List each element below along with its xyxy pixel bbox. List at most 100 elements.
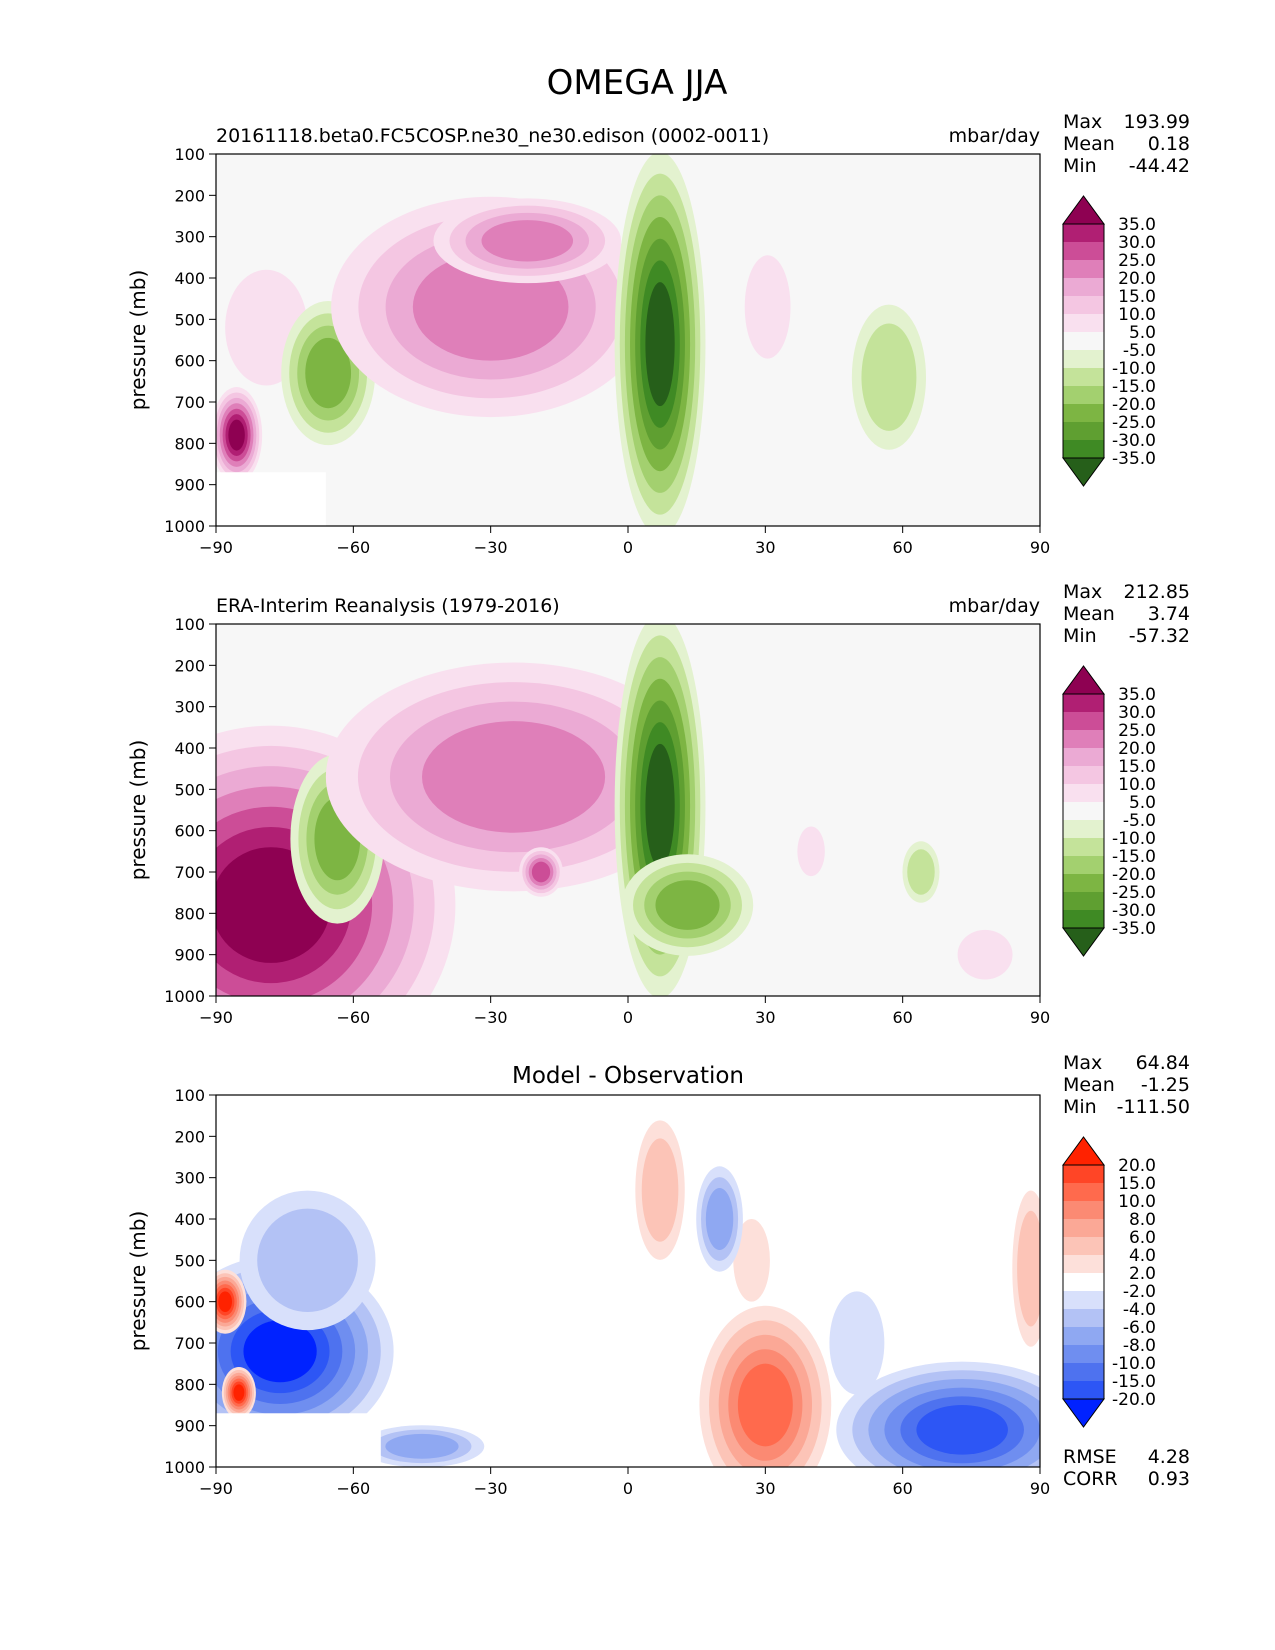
y-axis-label: pressure (mb) [126,1211,150,1352]
colorbar-segment [1063,1201,1104,1219]
colorbar-segment [1063,820,1104,838]
colorbar-tick-label: -8.0 [1123,1336,1156,1356]
colorbar-tick-label: -10.0 [1112,359,1156,379]
contour-band [645,743,675,868]
x-tick-label: 60 [892,1008,912,1027]
stat-name: Max [1063,581,1102,603]
colorbar-tick-label: 5.0 [1129,323,1156,343]
colorbar-tick-label: 10.0 [1118,305,1156,325]
colorbar-tick-label: 15.0 [1118,287,1156,307]
colorbar-tick-label: 20.0 [1118,269,1156,289]
colorbar-tick-label: 10.0 [1118,1192,1156,1212]
colorbar-top-extension [1062,195,1105,225]
colorbar-segment [1063,1237,1104,1255]
contour-band [305,337,352,409]
colorbar-tick-label: 20.0 [1118,739,1156,759]
y-tick-label: 800 [174,904,205,923]
colorbar-segment [1063,1291,1104,1309]
contour-feature [744,255,791,359]
colorbar-segment [1063,910,1104,928]
contour-feature [797,826,825,877]
y-tick-label: 500 [174,310,205,329]
colorbar-tick-label: -20.0 [1112,395,1156,415]
contour-feature [851,304,927,450]
x-tick-label: −60 [336,538,370,557]
y-tick-label: 100 [174,145,205,164]
colorbar-segment [1063,1327,1104,1345]
x-tick-label: −30 [474,538,508,557]
colorbar-tick-label: -5.0 [1123,341,1156,361]
colorbar-tick-label: 25.0 [1118,251,1156,271]
colorbar-segment [1063,404,1104,422]
colorbar-segment [1063,314,1104,332]
y-tick-label: 1000 [164,517,205,536]
contour-band [733,1219,770,1302]
stat-value: -57.32 [1129,625,1190,647]
y-tick-label: 400 [174,739,205,758]
contour-feature [696,1166,743,1272]
stat-name: Mean [1063,133,1115,155]
x-tick-label: 90 [1030,1479,1050,1498]
x-tick-label: 30 [755,1479,775,1498]
stat-name: CORR [1063,1468,1118,1490]
contour-feature [433,198,622,284]
colorbar-segment [1063,1363,1104,1381]
colorbar-segment [1063,260,1104,278]
panel-units: mbar/day [949,595,1040,617]
colorbar-tick-label: 4.0 [1129,1246,1156,1266]
contour-feature [957,929,1013,980]
colorbar-tick-label: -6.0 [1123,1318,1156,1338]
colorbar-segment [1063,296,1104,314]
stat-name: Min [1063,1096,1097,1118]
contour-band [705,1188,734,1250]
contour-band [957,929,1013,980]
y-tick-label: 500 [174,1251,205,1270]
colorbar-tick-label: 15.0 [1118,1174,1156,1194]
y-tick-label: 1000 [164,1458,205,1477]
y-tick-label: 100 [174,1086,205,1105]
colorbar-tick-label: 30.0 [1118,233,1156,253]
colorbar-segment [1063,694,1104,712]
x-tick-label: −60 [336,1479,370,1498]
colorbar-tick-label: -25.0 [1112,883,1156,903]
contour-band [233,1384,245,1401]
contour-feature [902,841,940,903]
contour-feature [836,1361,1040,1467]
y-tick-label: 400 [174,269,205,288]
y-tick-label: 200 [174,656,205,675]
y-tick-label: 300 [174,228,205,247]
y-tick-label: 800 [174,1375,205,1394]
colorbar-tick-label: -2.0 [1123,1282,1156,1302]
colorbar-segment [1063,278,1104,296]
y-tick-label: 600 [174,352,205,371]
colorbar-tick-label: -20.0 [1112,865,1156,885]
colorbar-segment [1063,368,1104,386]
stat-name: Mean [1063,603,1115,625]
x-tick-label: 90 [1030,538,1050,557]
colorbar-tick-label: -25.0 [1112,413,1156,433]
stat-value: 3.74 [1148,603,1190,625]
stat-name: Mean [1063,1074,1115,1096]
y-axis-label: pressure (mb) [126,270,150,411]
colorbar-segment [1063,1183,1104,1201]
surface-mask [216,1413,381,1467]
stat-value: -1.25 [1141,1074,1190,1096]
colorbar-segment [1063,784,1104,802]
colorbar-segment [1063,1381,1104,1399]
colorbar-tick-label: 25.0 [1118,721,1156,741]
colorbar-tick-label: -15.0 [1112,1372,1156,1392]
contour-band [907,849,935,895]
contour-feature [325,662,702,892]
panel-name: 20161118.beta0.FC5COSP.ne30_ne30.edison … [216,125,769,147]
y-tick-label: 300 [174,698,205,717]
contour-feature [216,387,263,484]
y-tick-label: 400 [174,1210,205,1229]
colorbar-tick-label: 35.0 [1118,215,1156,235]
colorbar-segment [1063,748,1104,766]
colorbar-tick-label: 2.0 [1129,1264,1156,1284]
colorbar-segment [1063,802,1104,820]
stat-name: RMSE [1063,1446,1117,1468]
colorbar-tick-label: -15.0 [1112,847,1156,867]
contour-feature [519,847,563,897]
